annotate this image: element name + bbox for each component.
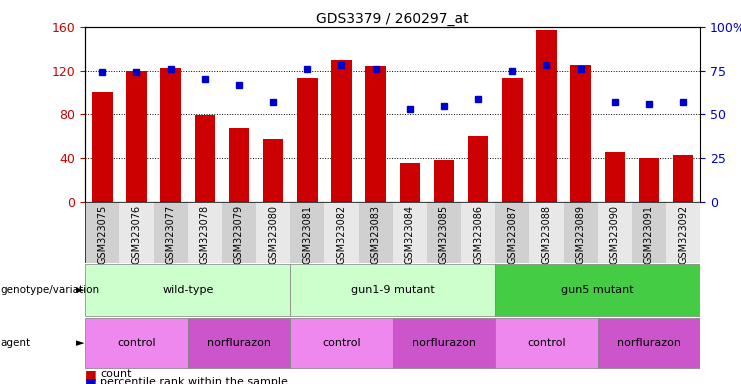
Bar xyxy=(393,318,495,367)
Bar xyxy=(359,202,393,263)
Bar xyxy=(256,202,290,263)
Bar xyxy=(187,318,290,367)
Text: GSM323086: GSM323086 xyxy=(473,205,483,264)
Text: GSM323085: GSM323085 xyxy=(439,205,449,264)
Bar xyxy=(461,202,495,263)
Bar xyxy=(119,202,153,263)
Bar xyxy=(399,163,420,202)
Bar xyxy=(85,264,290,316)
Bar xyxy=(290,264,495,316)
Bar xyxy=(195,115,215,202)
Bar xyxy=(495,202,529,263)
Bar xyxy=(673,155,694,202)
Bar xyxy=(433,160,454,202)
Text: wild-type: wild-type xyxy=(162,285,213,295)
Bar xyxy=(325,202,359,263)
Bar xyxy=(187,202,222,263)
Text: GSM323075: GSM323075 xyxy=(97,205,107,264)
Bar xyxy=(263,139,283,202)
Text: ►: ► xyxy=(76,338,84,348)
Bar xyxy=(160,68,181,202)
Bar xyxy=(536,30,556,202)
Text: count: count xyxy=(100,369,132,379)
Text: gun5 mutant: gun5 mutant xyxy=(562,285,634,295)
Bar xyxy=(571,65,591,202)
Bar xyxy=(468,136,488,202)
Text: ■: ■ xyxy=(85,368,97,381)
Bar xyxy=(598,202,632,263)
Text: norflurazon: norflurazon xyxy=(412,338,476,348)
Text: ►: ► xyxy=(76,285,84,295)
Bar xyxy=(639,158,659,202)
Text: genotype/variation: genotype/variation xyxy=(1,285,100,295)
Bar xyxy=(297,78,318,202)
Text: gun1-9 mutant: gun1-9 mutant xyxy=(350,285,435,295)
Text: GSM323087: GSM323087 xyxy=(508,205,517,264)
Bar xyxy=(290,318,393,367)
Text: GSM323079: GSM323079 xyxy=(234,205,244,264)
Text: agent: agent xyxy=(1,338,31,348)
Text: norflurazon: norflurazon xyxy=(207,338,271,348)
Bar xyxy=(495,264,700,316)
Bar xyxy=(365,66,386,202)
Bar xyxy=(222,202,256,263)
Bar xyxy=(393,202,427,263)
Text: GSM323089: GSM323089 xyxy=(576,205,585,264)
Text: GSM323092: GSM323092 xyxy=(678,205,688,264)
Text: GSM323078: GSM323078 xyxy=(200,205,210,264)
Text: GSM323081: GSM323081 xyxy=(302,205,312,264)
Bar xyxy=(85,202,119,263)
Bar xyxy=(502,78,522,202)
Bar xyxy=(85,318,187,367)
Bar xyxy=(666,202,700,263)
Text: norflurazon: norflurazon xyxy=(617,338,681,348)
Bar xyxy=(290,202,325,263)
Text: control: control xyxy=(117,338,156,348)
Title: GDS3379 / 260297_at: GDS3379 / 260297_at xyxy=(316,12,469,26)
Bar xyxy=(126,71,147,202)
Text: GSM323084: GSM323084 xyxy=(405,205,415,264)
Bar xyxy=(92,93,113,202)
Bar xyxy=(331,60,352,202)
Bar xyxy=(632,202,666,263)
Text: GSM323090: GSM323090 xyxy=(610,205,619,264)
Bar xyxy=(605,152,625,202)
Text: GSM323080: GSM323080 xyxy=(268,205,278,264)
Bar xyxy=(598,318,700,367)
Text: GSM323083: GSM323083 xyxy=(370,205,381,264)
Bar xyxy=(153,202,187,263)
Bar xyxy=(427,202,461,263)
Bar xyxy=(495,318,598,367)
Text: GSM323091: GSM323091 xyxy=(644,205,654,264)
Bar xyxy=(529,202,564,263)
Bar xyxy=(229,128,249,202)
Text: control: control xyxy=(527,338,566,348)
Bar xyxy=(564,202,598,263)
Text: percentile rank within the sample: percentile rank within the sample xyxy=(100,377,288,384)
Text: GSM323088: GSM323088 xyxy=(542,205,551,264)
Text: control: control xyxy=(322,338,361,348)
Text: GSM323076: GSM323076 xyxy=(131,205,142,264)
Text: GSM323077: GSM323077 xyxy=(166,205,176,264)
Text: GSM323082: GSM323082 xyxy=(336,205,347,264)
Text: ■: ■ xyxy=(85,376,97,384)
